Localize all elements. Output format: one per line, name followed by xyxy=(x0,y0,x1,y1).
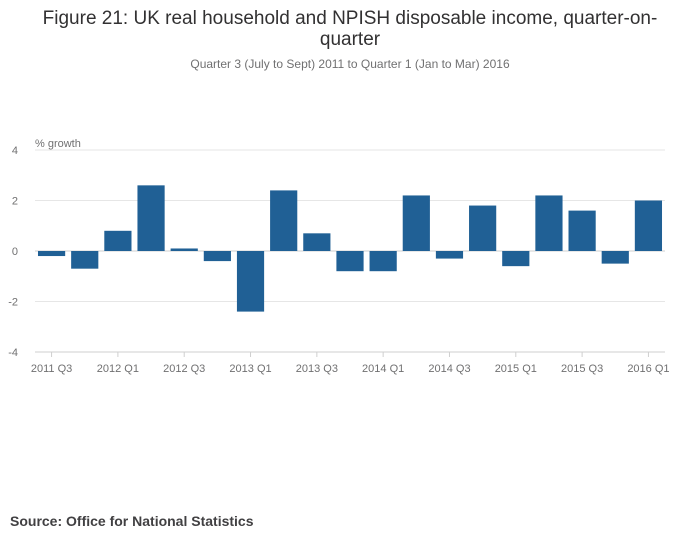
bar xyxy=(535,195,563,251)
bar xyxy=(634,200,663,251)
x-tick-label: 2016 Q1 xyxy=(627,363,669,375)
bar xyxy=(369,251,397,272)
bar xyxy=(469,205,497,251)
bar xyxy=(137,185,165,251)
chart-subtitle: Quarter 3 (July to Sept) 2011 to Quarter… xyxy=(190,57,510,71)
y-axis-label: % growth xyxy=(35,138,81,150)
bar xyxy=(303,233,331,251)
y-tick-label: 4 xyxy=(12,145,18,157)
bar xyxy=(502,251,530,267)
chart-title: Figure 21: UK real household and NPISH d… xyxy=(42,8,658,50)
bar xyxy=(71,251,99,269)
y-tick-label: -4 xyxy=(8,347,18,359)
bar xyxy=(37,251,66,257)
y-tick-label: 2 xyxy=(12,196,18,208)
x-tick-label: 2013 Q3 xyxy=(296,363,338,375)
x-tick-label: 2012 Q3 xyxy=(163,363,205,375)
x-tick-label: 2014 Q1 xyxy=(362,363,404,375)
x-tick-label: 2012 Q1 xyxy=(97,363,139,375)
bar xyxy=(402,195,430,251)
x-tick-label: 2015 Q1 xyxy=(495,363,537,375)
bar xyxy=(203,251,231,262)
y-tick-label: 0 xyxy=(12,246,18,258)
x-tick-label: 2014 Q3 xyxy=(428,363,470,375)
y-tick-label: -2 xyxy=(8,297,18,309)
bar xyxy=(236,251,265,312)
x-tick-label: 2011 Q3 xyxy=(31,363,72,375)
bar xyxy=(568,210,596,251)
source-note: Source: Office for National Statistics xyxy=(10,513,254,529)
bar xyxy=(601,251,629,264)
bar xyxy=(104,230,132,251)
bar xyxy=(170,248,198,251)
x-tick-label: 2015 Q3 xyxy=(561,363,603,375)
bar xyxy=(435,251,464,259)
bar xyxy=(336,251,364,272)
bar xyxy=(270,190,298,251)
x-tick-label: 2013 Q1 xyxy=(229,363,271,375)
